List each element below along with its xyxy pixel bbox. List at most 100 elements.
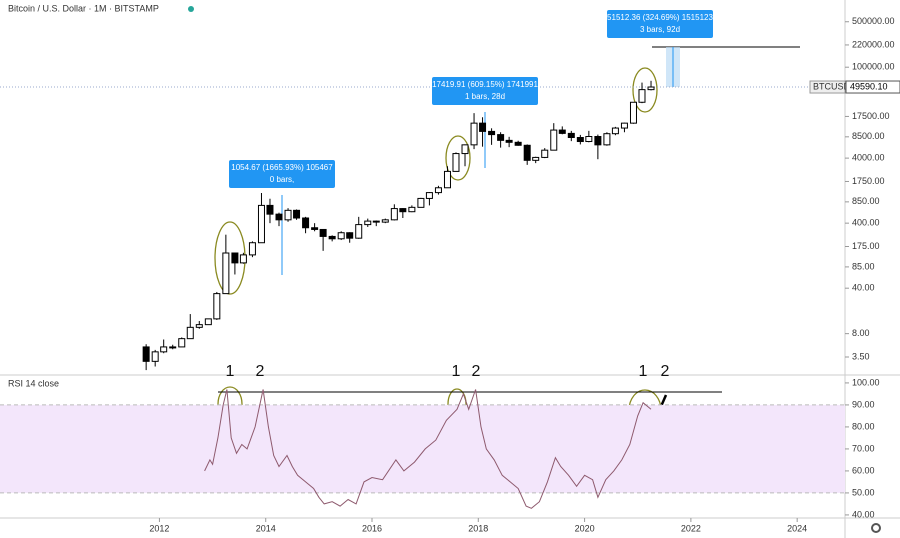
candle-body	[204, 318, 212, 326]
candle-body	[425, 192, 433, 199]
candle-body	[461, 144, 469, 155]
y-tick-label: 60.00	[852, 465, 875, 475]
measure-text: 17419.91 (609.15%) 1741991	[432, 80, 538, 89]
candle-body	[408, 206, 416, 213]
candle-body	[611, 127, 619, 135]
x-tick-label: 2014	[256, 523, 276, 533]
candle-body	[293, 209, 301, 219]
candle-body	[567, 132, 575, 139]
candle-body	[257, 204, 265, 244]
peak-label: 1	[226, 363, 235, 380]
candle-body	[364, 220, 372, 226]
symbol-label: BTCUSD	[813, 81, 851, 91]
y-tick-label: 40.00	[852, 283, 875, 293]
candle-body	[372, 220, 380, 223]
candle-body	[399, 208, 407, 213]
y-tick-label: 100.00	[852, 377, 880, 387]
candle-body	[603, 133, 611, 146]
candle-body	[550, 129, 558, 151]
price-tag	[845, 80, 900, 94]
y-tick-label: 40.00	[852, 509, 875, 519]
candle-body	[488, 130, 496, 136]
x-tick-label: 2022	[681, 523, 701, 533]
x-tick-label: 2024	[787, 523, 807, 533]
measure-text: 151512.36 (324.69%) 15151236	[603, 13, 718, 22]
x-tick-label: 2020	[575, 523, 595, 533]
measure-text: 1054.67 (1665.93%) 105467	[231, 163, 333, 172]
candle-body	[576, 137, 584, 143]
candle-body	[142, 346, 150, 362]
y-tick-label: 400.00	[852, 218, 880, 228]
peak-label: 2	[256, 363, 265, 380]
y-tick-label: 500000.00	[852, 16, 895, 26]
candle-body	[585, 136, 593, 143]
settings-icon[interactable]	[871, 523, 881, 533]
candle-body	[505, 139, 513, 143]
y-tick-label: 100000.00	[852, 62, 895, 72]
rsi-title: RSI 14 close	[8, 378, 59, 388]
status-dot	[188, 6, 194, 12]
candle-body	[195, 324, 203, 328]
candle-body	[311, 227, 319, 230]
candle-body	[284, 209, 292, 221]
candle-body	[523, 144, 531, 161]
measure-detail: 1 bars, 28d	[465, 92, 505, 101]
candle-body	[532, 156, 540, 161]
measure-box	[432, 77, 538, 105]
x-tick-label: 2016	[362, 523, 382, 533]
candle-body	[355, 224, 363, 239]
candle-body	[213, 293, 221, 320]
measure-box	[607, 10, 713, 38]
candle-body	[479, 122, 487, 132]
candle-body	[151, 351, 159, 362]
candle-body	[452, 153, 460, 172]
candle-body	[497, 134, 505, 141]
symbol-tag	[809, 80, 846, 94]
peak-label: 2	[472, 363, 481, 380]
candle-body	[346, 232, 354, 239]
candle-body	[594, 136, 602, 146]
candle-body	[541, 149, 549, 158]
candle-body	[337, 232, 345, 240]
candle-body	[470, 122, 478, 146]
peak-label: 2	[661, 363, 670, 380]
y-tick-label: 4000.00	[852, 152, 885, 162]
candle-body	[275, 213, 283, 221]
y-tick-label: 175.00	[852, 241, 880, 251]
candle-body	[390, 208, 398, 221]
candle-body	[302, 217, 310, 229]
x-tick-label: 2012	[149, 523, 169, 533]
y-tick-label: 85.00	[852, 261, 875, 271]
peak-label: 1	[639, 363, 648, 380]
candle-body	[558, 129, 566, 134]
candle-body	[629, 101, 637, 124]
candle-body	[239, 254, 247, 264]
candle-body	[319, 228, 327, 237]
candle-body	[434, 187, 442, 194]
candle-body	[178, 338, 186, 348]
candle-body	[231, 252, 239, 264]
y-tick-label: 3.50	[852, 351, 870, 361]
candle-body	[186, 326, 194, 340]
candle-body	[381, 219, 389, 223]
measure-arrows	[281, 47, 674, 275]
chart-title: Bitcoin / U.S. Dollar · 1M · BITSTAMP	[8, 3, 159, 13]
candle-body	[160, 346, 168, 353]
y-tick-label: 90.00	[852, 399, 875, 409]
y-tick-label: 70.00	[852, 443, 875, 453]
y-tick-label: 8500.00	[852, 131, 885, 141]
candle-body	[443, 170, 451, 189]
candle-body	[638, 89, 646, 103]
candle-body	[514, 141, 522, 146]
last-price-label: 49590.10	[850, 81, 888, 91]
rsi-band	[0, 404, 845, 493]
rsi-line	[204, 389, 652, 509]
candle-body	[620, 122, 628, 129]
candle-body	[417, 197, 425, 208]
measure-detail: 3 bars, 92d	[640, 25, 680, 34]
measure-detail: 0 bars,	[270, 175, 294, 184]
y-tick-label: 17500.00	[852, 111, 890, 121]
candle-body	[169, 346, 177, 349]
